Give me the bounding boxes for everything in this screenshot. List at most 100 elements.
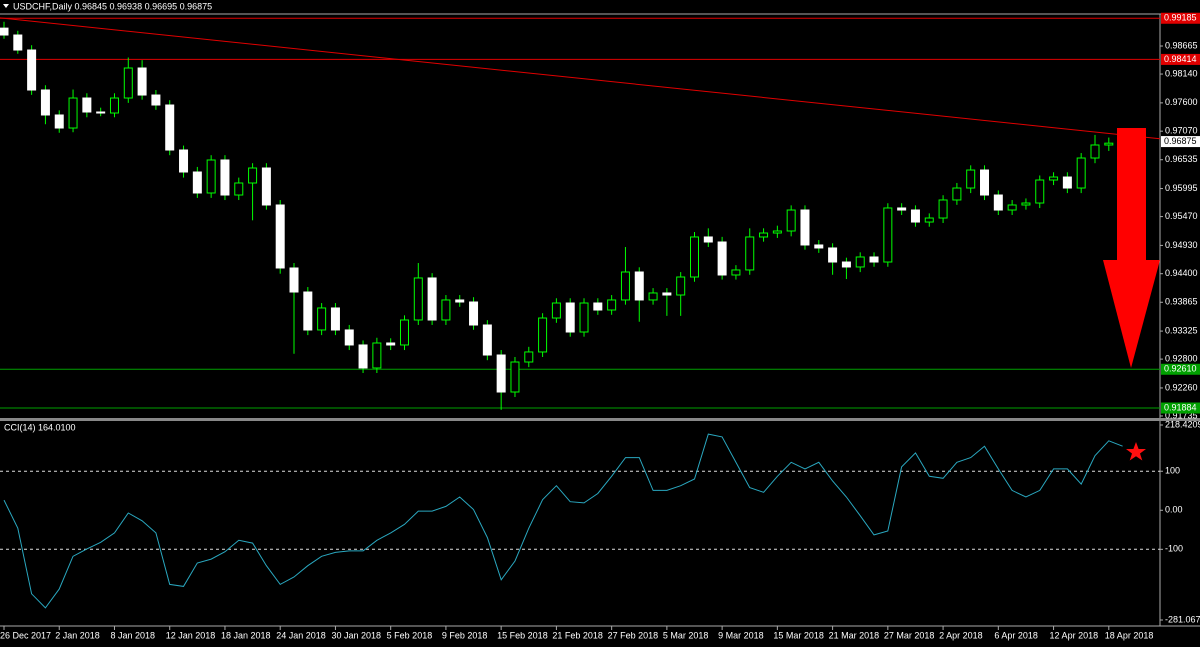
candle-body — [317, 307, 327, 331]
candle-body — [897, 207, 907, 211]
candle-body — [220, 159, 230, 196]
candle-body — [828, 247, 838, 263]
x-tick-label: 12 Jan 2018 — [166, 630, 216, 640]
candle-body — [469, 301, 479, 326]
x-tick-label: 30 Jan 2018 — [331, 630, 381, 640]
panel-separator — [0, 418, 1200, 421]
candle-body — [275, 204, 285, 269]
level-label-box — [1161, 53, 1200, 65]
candle-body — [703, 236, 713, 243]
candle-body — [1090, 144, 1100, 159]
x-tick-label: 12 Apr 2018 — [1050, 630, 1099, 640]
x-tick-label: 18 Apr 2018 — [1105, 630, 1154, 640]
x-tick-label: 24 Jan 2018 — [276, 630, 326, 640]
candle-body — [13, 34, 23, 51]
candle-body — [1007, 204, 1017, 211]
level-label: 0.98414 — [1164, 54, 1197, 64]
candle-body — [869, 256, 879, 263]
menu-triangle[interactable] — [3, 4, 9, 8]
y-tick-label: 0.92800 — [1165, 353, 1198, 363]
y-tick-label: 0.97070 — [1165, 126, 1198, 136]
candle-body — [993, 194, 1003, 211]
candle-body — [538, 317, 548, 353]
y-tick-label: 0.95470 — [1165, 211, 1198, 221]
x-tick-label: 9 Mar 2018 — [718, 630, 764, 640]
level-label: 0.92610 — [1164, 364, 1197, 374]
candle-body — [344, 329, 354, 346]
y-tick-label: 0.00 — [1165, 505, 1183, 515]
candle-body — [620, 271, 630, 301]
candle-body — [648, 292, 658, 301]
indicator-title: CCI(14) 164.0100 — [4, 422, 76, 432]
level-label-box — [1161, 363, 1200, 375]
candle-body — [1076, 157, 1086, 189]
x-tick-label: 5 Feb 2018 — [387, 630, 433, 640]
x-tick-label: 21 Mar 2018 — [829, 630, 880, 640]
candle-body — [482, 324, 492, 356]
x-tick-label: 18 Jan 2018 — [221, 630, 271, 640]
y-tick-label: -100 — [1165, 544, 1183, 554]
candle-body — [151, 94, 161, 106]
candle-body — [800, 209, 810, 246]
candle-body — [234, 182, 244, 196]
cci-line — [3, 433, 1123, 609]
y-tick-label: 0.96535 — [1165, 154, 1198, 164]
candle-body — [399, 319, 409, 346]
candle-body — [717, 241, 727, 276]
y-tick-label: -281.0679 — [1165, 614, 1200, 624]
y-tick-label: 100 — [1165, 466, 1180, 476]
x-tick-label: 9 Feb 2018 — [442, 630, 488, 640]
candle-body — [524, 351, 534, 363]
candle-body — [1035, 179, 1045, 204]
y-tick-label: 0.98140 — [1165, 68, 1198, 78]
x-tick-label: 27 Feb 2018 — [608, 630, 659, 640]
candle-body — [82, 97, 92, 113]
candle-body — [68, 97, 78, 129]
candle-body — [289, 267, 299, 293]
candle-body — [413, 277, 423, 321]
candle-body — [455, 299, 465, 303]
x-tick-label: 26 Dec 2017 — [0, 630, 51, 640]
plot-layer: 0.98665 0.98140 0.97600 0.97070 0.96535 0.959… — [0, 13, 1200, 640]
chart-title: USDCHF,Daily 0.96845 0.96938 0.96695 0.9… — [13, 1, 212, 11]
level-label: 0.91884 — [1164, 402, 1197, 412]
current-price-box — [1161, 136, 1200, 148]
candle-body — [179, 149, 189, 173]
candle-body — [731, 269, 741, 276]
candle-body — [1021, 202, 1031, 206]
candle-body — [938, 199, 948, 219]
candle-body — [248, 167, 258, 184]
candle-body — [579, 302, 589, 333]
candle-body — [676, 276, 686, 296]
level-label: 0.99185 — [1164, 13, 1197, 23]
candle-body — [137, 67, 147, 96]
x-tick-label: 2 Apr 2018 — [939, 630, 983, 640]
candle-body — [883, 207, 893, 263]
candle-body — [27, 49, 37, 91]
candle-body — [1062, 176, 1072, 189]
candle-body — [510, 361, 520, 393]
candle-body — [1049, 176, 1059, 181]
candle-body — [427, 277, 437, 321]
candle-body — [759, 232, 769, 238]
candle-body — [1104, 142, 1114, 146]
candle-body — [952, 187, 962, 201]
y-tick-label: 0.95995 — [1165, 183, 1198, 193]
y-tick-label: 218.4209 — [1165, 419, 1200, 429]
y-tick-label: 0.93325 — [1165, 325, 1198, 335]
x-tick-label: 27 Mar 2018 — [884, 630, 935, 640]
y-tick-label: 0.97600 — [1165, 97, 1198, 107]
y-tick-label: 0.92260 — [1165, 382, 1198, 392]
y-tick-label: 0.98665 — [1165, 40, 1198, 50]
x-tick-label: 8 Jan 2018 — [110, 630, 155, 640]
candle-body — [966, 169, 976, 189]
candle-body — [565, 302, 575, 333]
candle-body — [745, 236, 755, 271]
y-tick-label: 0.91735 — [1165, 410, 1198, 420]
candle-body — [634, 271, 644, 301]
candle-body — [96, 111, 106, 114]
candle-body — [910, 209, 920, 223]
candle-body — [924, 217, 934, 223]
candle-body — [551, 302, 561, 319]
